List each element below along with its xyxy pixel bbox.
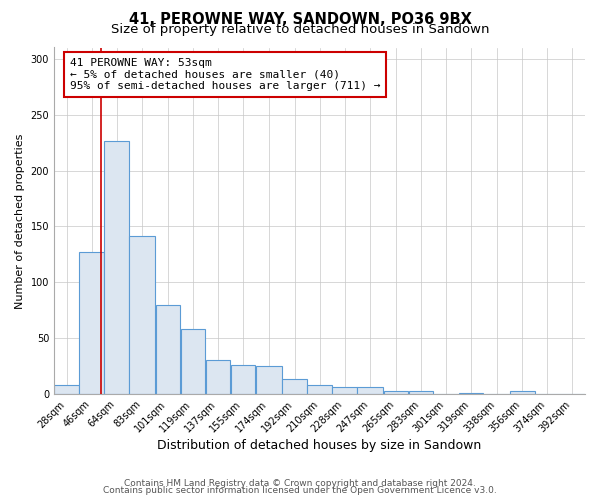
Text: Contains public sector information licensed under the Open Government Licence v3: Contains public sector information licen… — [103, 486, 497, 495]
Bar — [181, 330, 205, 394]
Bar — [231, 365, 255, 394]
Bar — [206, 360, 230, 394]
Bar — [358, 388, 383, 394]
Bar — [256, 366, 281, 394]
Y-axis label: Number of detached properties: Number of detached properties — [15, 133, 25, 308]
Bar — [104, 142, 129, 394]
Bar — [283, 378, 307, 394]
Bar — [55, 385, 79, 394]
Text: Size of property relative to detached houses in Sandown: Size of property relative to detached ho… — [111, 22, 489, 36]
Bar — [510, 391, 535, 394]
Bar — [332, 388, 357, 394]
Bar — [409, 391, 433, 394]
Bar — [384, 391, 408, 394]
Bar — [130, 236, 155, 394]
Bar — [307, 385, 332, 394]
Text: 41 PEROWNE WAY: 53sqm
← 5% of detached houses are smaller (40)
95% of semi-detac: 41 PEROWNE WAY: 53sqm ← 5% of detached h… — [70, 58, 380, 91]
Bar — [156, 304, 180, 394]
Bar — [459, 393, 483, 394]
Bar — [79, 252, 104, 394]
X-axis label: Distribution of detached houses by size in Sandown: Distribution of detached houses by size … — [157, 440, 482, 452]
Text: Contains HM Land Registry data © Crown copyright and database right 2024.: Contains HM Land Registry data © Crown c… — [124, 478, 476, 488]
Text: 41, PEROWNE WAY, SANDOWN, PO36 9BX: 41, PEROWNE WAY, SANDOWN, PO36 9BX — [128, 12, 472, 28]
